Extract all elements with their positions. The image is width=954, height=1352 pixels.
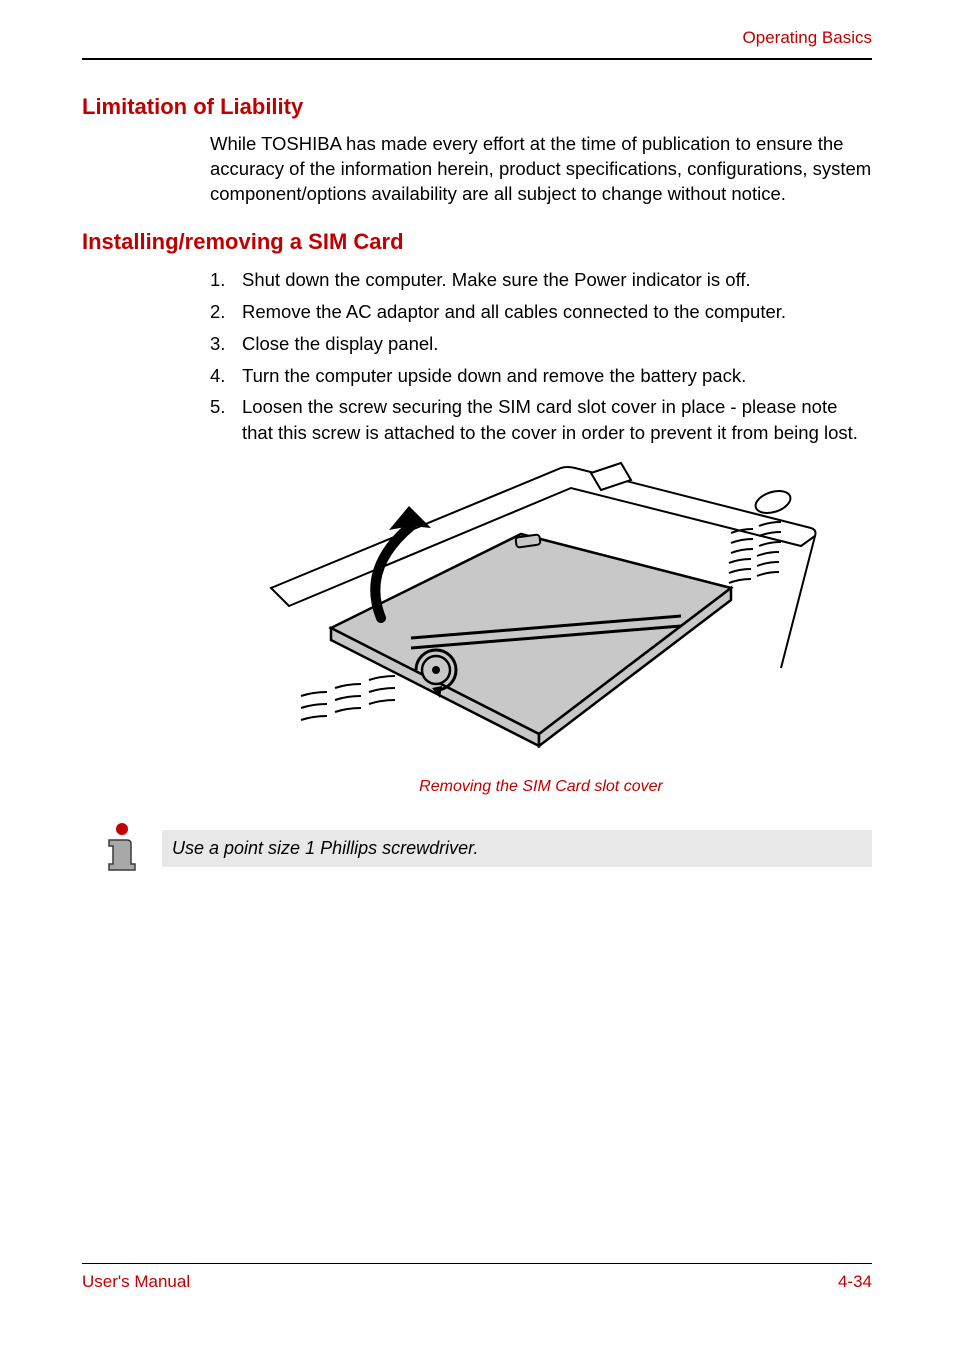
list-item: Close the display panel. [210,331,872,357]
info-icon [101,822,143,874]
heading-limitation: Limitation of Liability [82,94,872,120]
header-section-label: Operating Basics [82,28,872,58]
page-footer: User's Manual 4-34 [82,1263,872,1292]
sim-steps-list: Shut down the computer. Make sure the Po… [210,267,872,446]
figure-caption: Removing the SIM Card slot cover [210,778,872,796]
header-rule [82,58,872,60]
note-block: Use a point size 1 Phillips screwdriver. [82,822,872,874]
list-item: Turn the computer upside down and remove… [210,363,872,389]
list-item: Remove the AC adaptor and all cables con… [210,299,872,325]
footer-rule [82,1263,872,1264]
footer-right: 4-34 [838,1272,872,1292]
footer-left: User's Manual [82,1272,190,1292]
heading-sim: Installing/removing a SIM Card [82,229,872,255]
note-text: Use a point size 1 Phillips screwdriver. [162,830,872,867]
sim-figure: Removing the SIM Card slot cover [210,458,872,796]
list-item: Shut down the computer. Make sure the Po… [210,267,872,293]
list-item: Loosen the screw securing the SIM card s… [210,394,872,446]
limitation-body: While TOSHIBA has made every effort at t… [210,132,872,207]
sim-cover-illustration [261,458,821,768]
